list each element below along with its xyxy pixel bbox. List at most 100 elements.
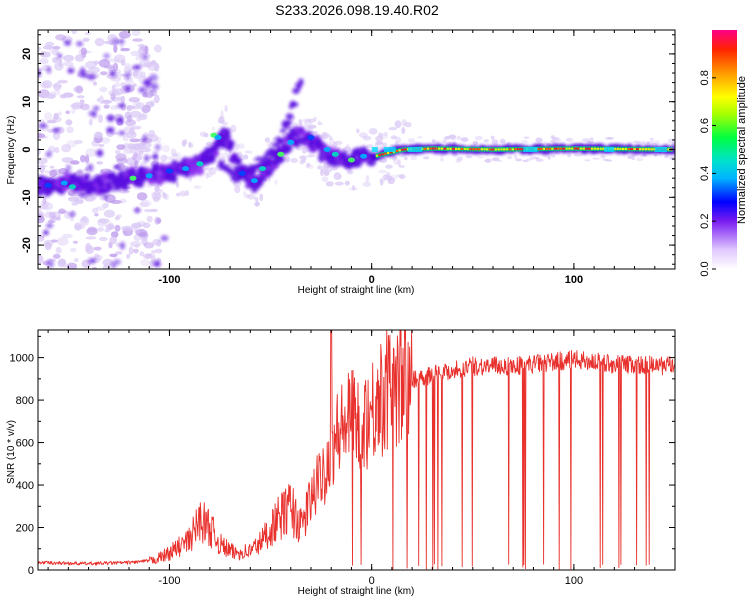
spectrogram-scatter-blob [132, 65, 142, 70]
spectrogram-band-core [480, 148, 483, 151]
snr-ytick-label: 800 [16, 395, 34, 407]
spectrogram-scatter-blob [47, 259, 54, 268]
spectrogram-haze-blob [264, 137, 271, 143]
spectrogram-scatter-blob [80, 67, 85, 73]
spectrogram-haze-blob [313, 116, 317, 122]
spectrogram-haze-blob [356, 128, 360, 134]
spectrogram-haze-blob [126, 104, 133, 112]
spectrogram-haze-blob [243, 191, 247, 195]
spectrogram-scatter-blob [138, 87, 147, 93]
spectrogram-scatter-blob [57, 53, 62, 59]
spectrogram-haze-blob [49, 169, 58, 178]
spectrogram-band-core [520, 148, 523, 151]
spectrogram-haze-blob [76, 95, 85, 99]
spectrogram-haze-blob [235, 143, 240, 151]
spectrogram-haze-blob [306, 162, 311, 168]
spectrogram-hot-spot [60, 180, 68, 186]
spectrogram-haze-blob [320, 168, 324, 177]
spectrogram-haze-blob [152, 238, 162, 246]
spectrogram-haze-blob [117, 96, 125, 101]
spectrogram-band-core [401, 148, 404, 151]
spectrogram-haze-blob [139, 201, 149, 208]
spectrogram-band-core [497, 148, 500, 151]
spectrogram-haze-blob [49, 218, 57, 223]
spectrogram-scatter-blob [133, 208, 141, 213]
spectrogram-scatter-blob [87, 73, 96, 81]
spectrogram-haze-blob [55, 216, 62, 221]
snr-xlabel: Height of straight line (km) [298, 586, 415, 597]
spectrogram-haze-blob [521, 139, 529, 144]
spectrogram-haze-blob [123, 149, 133, 155]
spectrogram-haze-blob [88, 66, 100, 74]
spectrogram-haze-blob [148, 264, 153, 269]
spectrogram-scatter-blob [66, 164, 71, 173]
spectrogram-scatter-blob [87, 163, 94, 172]
spectrogram-haze-blob [136, 142, 143, 149]
spectrogram-haze-blob [176, 182, 180, 188]
spectrogram-scatter-blob [109, 70, 116, 76]
spectrogram-ridge-blob [195, 165, 205, 176]
spectrogram-haze-blob [259, 193, 264, 202]
spectrogram-haze-blob [131, 153, 143, 162]
spectrogram-haze-blob [381, 134, 389, 139]
spectrogram-haze-blob [234, 185, 241, 194]
spectrogram-haze-blob [640, 141, 646, 145]
spectrogram-band-core [483, 148, 486, 151]
spectrogram-band-core [568, 147, 571, 150]
spectrogram-hot-spot [250, 178, 258, 184]
spectrogram-haze-blob [525, 158, 534, 161]
spectrogram-haze-blob [38, 208, 42, 212]
spectrogram-haze-blob [490, 135, 495, 140]
spectrogram-haze-blob [134, 244, 140, 248]
spectrogram-band-core [644, 148, 648, 151]
spectrogram-haze-blob [73, 240, 78, 244]
spectrogram-scatter-blob [103, 53, 110, 59]
spectrogram-haze-blob [506, 155, 513, 160]
spectrogram-band-core [452, 147, 455, 150]
spectrogram-hot-spot [331, 151, 339, 157]
spectrogram-band-core [548, 147, 551, 150]
spectrogram-scatter-blob [46, 66, 52, 74]
spectrogram-hot-spot [277, 151, 285, 157]
spectrogram-scatter-blob [118, 130, 126, 136]
spectrogram-haze-blob [140, 112, 148, 118]
spectrogram-haze-blob [133, 248, 139, 254]
spectrogram-haze-blob [128, 97, 140, 103]
spectrogram-haze-blob [52, 45, 61, 50]
spectrogram-haze-blob [94, 254, 103, 261]
spectrogram-haze-blob [38, 164, 48, 168]
spectrogram-haze-blob [218, 116, 225, 124]
spectrogram-haze-blob [95, 206, 106, 211]
spectrogram-scatter-blob [103, 194, 108, 200]
spectrogram-band-core [602, 147, 605, 150]
spectrogram-scatter-blob [92, 111, 97, 118]
spectrogram-band-core [517, 148, 520, 151]
spectrogram-band-core [559, 147, 563, 150]
spectrogram-haze-blob [193, 185, 202, 190]
spectrogram-haze-blob [401, 119, 407, 127]
colorbar-tick-label: 0.6 [699, 118, 711, 133]
spectrogram-haze-blob [317, 120, 321, 126]
spectrogram-haze-blob [542, 153, 551, 158]
spectrogram-haze-blob [63, 54, 75, 62]
spectrogram-scatter-blob [111, 39, 121, 44]
spectrogram-band-core [449, 147, 452, 150]
spectrogram-branch-blob [297, 85, 302, 90]
spectrogram-haze-blob [162, 191, 166, 197]
spectrogram-haze-blob [220, 110, 224, 117]
spectrogram-haze-blob [221, 152, 231, 158]
spectrogram-haze-blob [162, 144, 170, 153]
spectrogram-scatter-blob [144, 154, 150, 162]
spectrogram-haze-blob [50, 239, 59, 243]
spectrogram-ridge-blob [83, 173, 91, 180]
spectrogram-haze-blob [344, 180, 350, 186]
spectrogram-haze-blob [362, 181, 372, 187]
spectrogram-haze-blob [491, 139, 499, 144]
spectrogram-haze-blob [40, 200, 50, 207]
spectrogram-scatter-blob [55, 188, 63, 193]
spectrogram-band-core [432, 147, 435, 150]
spectrogram-haze-blob [48, 211, 56, 217]
spectrogram-haze-blob [535, 137, 543, 143]
spectrogram-haze-blob [67, 196, 79, 202]
spectrogram-haze-blob [206, 170, 213, 178]
